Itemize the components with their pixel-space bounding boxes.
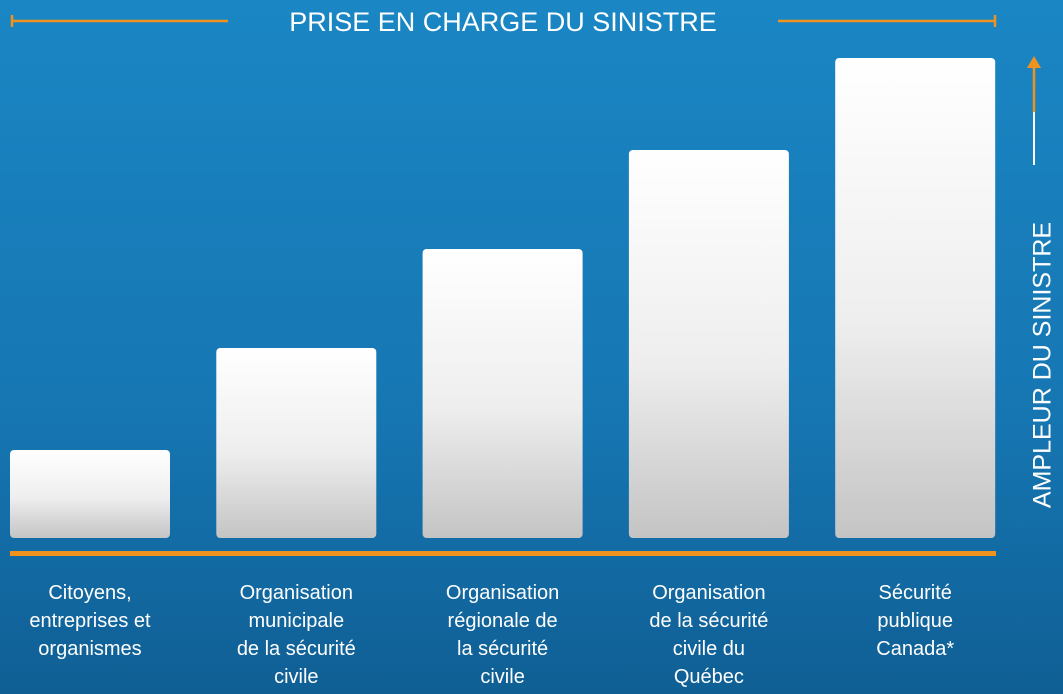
level-label: Citoyens, <box>48 582 131 604</box>
level-bar <box>422 249 583 538</box>
level-label: Québec <box>674 666 744 688</box>
level-label: de la sécurité <box>649 610 768 632</box>
level-label: Organisation <box>446 582 559 604</box>
level-label: municipale <box>248 610 344 632</box>
level-label: Organisation <box>240 582 353 604</box>
labels: Citoyens, entreprises et organismes Organis… <box>29 582 954 688</box>
level-label: organismes <box>38 638 141 660</box>
level-label: entreprises et <box>29 610 151 632</box>
level-label: Canada* <box>876 638 954 660</box>
level-label: Sécurité <box>879 582 952 604</box>
level-label: publique <box>877 610 953 632</box>
level-label: civile <box>274 666 318 688</box>
level-label: Organisation <box>652 582 765 604</box>
level-bar <box>216 348 377 538</box>
level-bar <box>10 450 170 538</box>
level-label: civile du <box>673 638 745 660</box>
side-label: AMPLEUR DU SINISTRE <box>1029 222 1057 508</box>
level-label: régionale de <box>448 610 558 632</box>
level-bar <box>835 58 996 538</box>
level-label: la sécurité <box>457 638 548 660</box>
level-bar <box>628 150 789 538</box>
level-label: de la sécurité <box>237 638 356 660</box>
bars <box>10 58 996 538</box>
side-arrow-head <box>1027 56 1041 68</box>
level-label: civile <box>480 666 524 688</box>
title: PRISE EN CHARGE DU SINISTRE <box>289 7 717 37</box>
baseline <box>10 551 996 556</box>
